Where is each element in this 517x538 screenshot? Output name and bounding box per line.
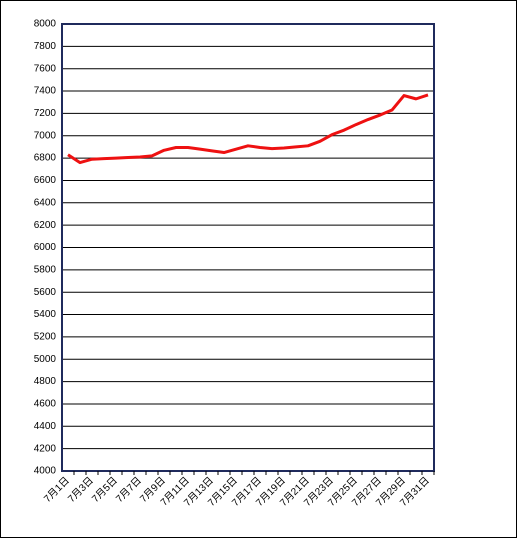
y-tick-label: 5600	[34, 287, 57, 298]
y-tick-label: 5200	[34, 332, 57, 343]
y-tick-label: 5000	[34, 354, 57, 365]
y-tick-label: 5800	[34, 264, 57, 275]
y-tick-label: 4800	[34, 376, 57, 387]
y-tick-label: 4400	[34, 421, 57, 432]
y-tick-label: 6800	[34, 153, 57, 164]
y-tick-label: 7200	[34, 108, 57, 119]
y-tick-label: 6000	[34, 242, 57, 253]
y-tick-label: 4200	[34, 443, 57, 454]
y-tick-label: 7600	[34, 63, 57, 74]
y-tick-label: 6400	[34, 197, 57, 208]
y-tick-label: 8000	[34, 19, 57, 30]
y-tick-label: 5400	[34, 309, 57, 320]
y-tick-label: 6200	[34, 220, 57, 231]
y-tick-label: 6600	[34, 175, 57, 186]
data-line	[67, 93, 429, 165]
y-tick-label: 7000	[34, 130, 57, 141]
y-tick-label: 4600	[34, 399, 57, 410]
y-tick-label: 4000	[34, 466, 57, 477]
y-tick-label: 7800	[34, 41, 57, 52]
plot-border	[61, 23, 435, 472]
y-tick-label: 7400	[34, 86, 57, 97]
